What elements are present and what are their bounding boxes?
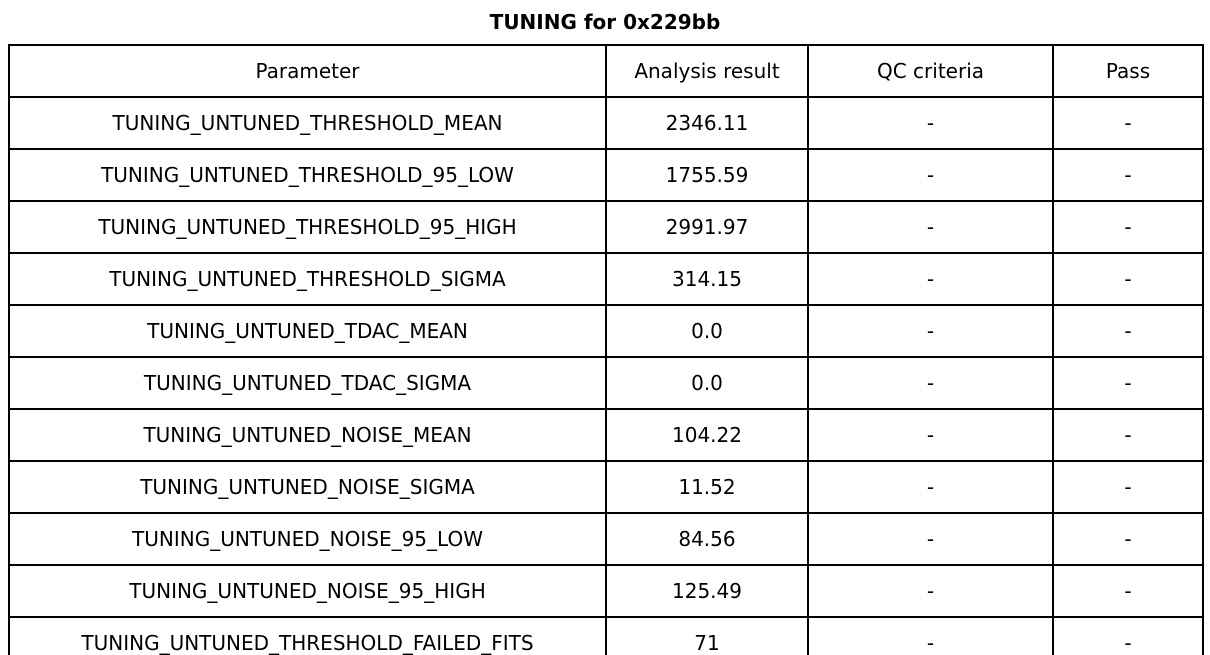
analysis-result-cell: 314.15	[605, 252, 809, 306]
qc-criteria-cell: -	[807, 408, 1054, 462]
table-row: TUNING_UNTUNED_THRESHOLD_95_HIGH 2991.97…	[8, 200, 1204, 254]
qc-criteria-cell: -	[807, 148, 1054, 202]
table-header-row: Parameter Analysis result QC criteria Pa…	[8, 44, 1204, 98]
parameter-cell: TUNING_UNTUNED_THRESHOLD_95_HIGH	[8, 200, 607, 254]
qc-results-table: Parameter Analysis result QC criteria Pa…	[8, 44, 1204, 655]
parameter-cell: TUNING_UNTUNED_NOISE_95_HIGH	[8, 564, 607, 618]
parameter-cell: TUNING_UNTUNED_TDAC_MEAN	[8, 304, 607, 358]
pass-cell: -	[1052, 304, 1204, 358]
parameter-cell: TUNING_UNTUNED_THRESHOLD_FAILED_FITS	[8, 616, 607, 655]
table-row: TUNING_UNTUNED_NOISE_95_HIGH 125.49 - -	[8, 564, 1204, 618]
parameter-cell: TUNING_UNTUNED_THRESHOLD_95_LOW	[8, 148, 607, 202]
table-row: TUNING_UNTUNED_THRESHOLD_SIGMA 314.15 - …	[8, 252, 1204, 306]
qc-criteria-cell: -	[807, 252, 1054, 306]
analysis-result-cell: 0.0	[605, 356, 809, 410]
table-row: TUNING_UNTUNED_NOISE_MEAN 104.22 - -	[8, 408, 1204, 462]
table-row: TUNING_UNTUNED_TDAC_SIGMA 0.0 - -	[8, 356, 1204, 410]
pass-cell: -	[1052, 564, 1204, 618]
analysis-result-cell: 104.22	[605, 408, 809, 462]
analysis-result-cell: 2346.11	[605, 96, 809, 150]
analysis-result-cell: 11.52	[605, 460, 809, 514]
header-parameter: Parameter	[8, 44, 607, 98]
header-qc-criteria: QC criteria	[807, 44, 1054, 98]
parameter-cell: TUNING_UNTUNED_NOISE_MEAN	[8, 408, 607, 462]
pass-cell: -	[1052, 408, 1204, 462]
qc-criteria-cell: -	[807, 460, 1054, 514]
pass-cell: -	[1052, 616, 1204, 655]
parameter-cell: TUNING_UNTUNED_NOISE_SIGMA	[8, 460, 607, 514]
header-pass: Pass	[1052, 44, 1204, 98]
pass-cell: -	[1052, 96, 1204, 150]
qc-criteria-cell: -	[807, 96, 1054, 150]
analysis-result-cell: 1755.59	[605, 148, 809, 202]
pass-cell: -	[1052, 356, 1204, 410]
parameter-cell: TUNING_UNTUNED_THRESHOLD_SIGMA	[8, 252, 607, 306]
table-row: TUNING_UNTUNED_THRESHOLD_MEAN 2346.11 - …	[8, 96, 1204, 150]
analysis-result-cell: 71	[605, 616, 809, 655]
table-row: TUNING_UNTUNED_THRESHOLD_95_LOW 1755.59 …	[8, 148, 1204, 202]
analysis-result-cell: 2991.97	[605, 200, 809, 254]
analysis-result-cell: 84.56	[605, 512, 809, 566]
pass-cell: -	[1052, 148, 1204, 202]
qc-criteria-cell: -	[807, 616, 1054, 655]
figure-title: TUNING for 0x229bb	[489, 10, 721, 34]
qc-criteria-cell: -	[807, 200, 1054, 254]
pass-cell: -	[1052, 512, 1204, 566]
table-row: TUNING_UNTUNED_NOISE_SIGMA 11.52 - -	[8, 460, 1204, 514]
table-row: TUNING_UNTUNED_TDAC_MEAN 0.0 - -	[8, 304, 1204, 358]
qc-criteria-cell: -	[807, 512, 1054, 566]
pass-cell: -	[1052, 460, 1204, 514]
pass-cell: -	[1052, 252, 1204, 306]
analysis-result-cell: 125.49	[605, 564, 809, 618]
qc-criteria-cell: -	[807, 304, 1054, 358]
table-row: TUNING_UNTUNED_THRESHOLD_FAILED_FITS 71 …	[8, 616, 1204, 655]
qc-criteria-cell: -	[807, 356, 1054, 410]
pass-cell: -	[1052, 200, 1204, 254]
analysis-result-cell: 0.0	[605, 304, 809, 358]
parameter-cell: TUNING_UNTUNED_THRESHOLD_MEAN	[8, 96, 607, 150]
parameter-cell: TUNING_UNTUNED_NOISE_95_LOW	[8, 512, 607, 566]
header-analysis-result: Analysis result	[605, 44, 809, 98]
parameter-cell: TUNING_UNTUNED_TDAC_SIGMA	[8, 356, 607, 410]
qc-criteria-cell: -	[807, 564, 1054, 618]
table-row: TUNING_UNTUNED_NOISE_95_LOW 84.56 - -	[8, 512, 1204, 566]
